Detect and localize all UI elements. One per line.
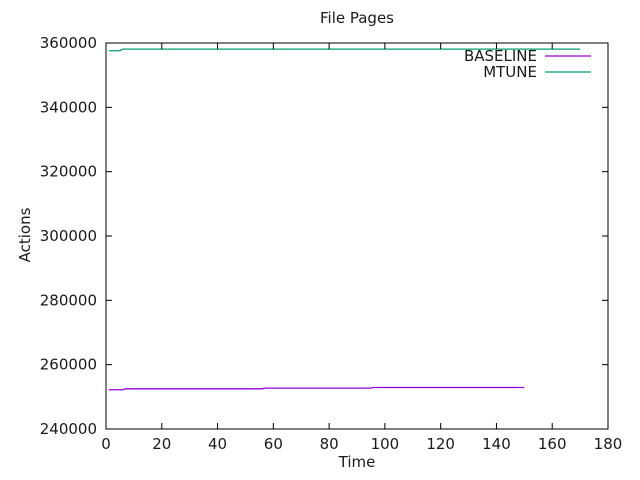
y-tick-label: 360000 <box>40 34 97 52</box>
y-tick-label: 280000 <box>40 291 97 309</box>
x-axis-label: Time <box>338 453 376 471</box>
x-tick-label: 40 <box>208 435 227 453</box>
y-tick-label: 260000 <box>40 356 97 374</box>
y-axis-label: Actions <box>16 207 34 262</box>
legend-label-mtune: MTUNE <box>483 63 537 81</box>
x-tick-label: 140 <box>482 435 511 453</box>
x-tick-label: 120 <box>426 435 455 453</box>
y-tick-label: 240000 <box>40 420 97 438</box>
y-tick-label: 300000 <box>40 227 97 245</box>
x-tick-label: 0 <box>101 435 111 453</box>
plot-frame <box>105 42 609 430</box>
x-tick-label: 180 <box>594 435 623 453</box>
chart-title: File Pages <box>320 9 394 27</box>
x-tick-label: 80 <box>320 435 339 453</box>
y-tick-label: 340000 <box>40 98 97 116</box>
y-tick-label: 320000 <box>40 163 97 181</box>
x-tick-label: 20 <box>152 435 171 453</box>
series-line-baseline <box>108 386 525 391</box>
series-line-mtune <box>108 48 581 52</box>
x-tick-label: 160 <box>538 435 567 453</box>
legend-label-baseline: BASELINE <box>464 47 537 65</box>
plot-series <box>108 48 581 391</box>
x-tick-label: 100 <box>371 435 400 453</box>
plot-axes: 0 20 40 60 80 100 120 140 160 180 240000 260000 2800… <box>40 34 623 453</box>
x-tick-label: 60 <box>264 435 283 453</box>
